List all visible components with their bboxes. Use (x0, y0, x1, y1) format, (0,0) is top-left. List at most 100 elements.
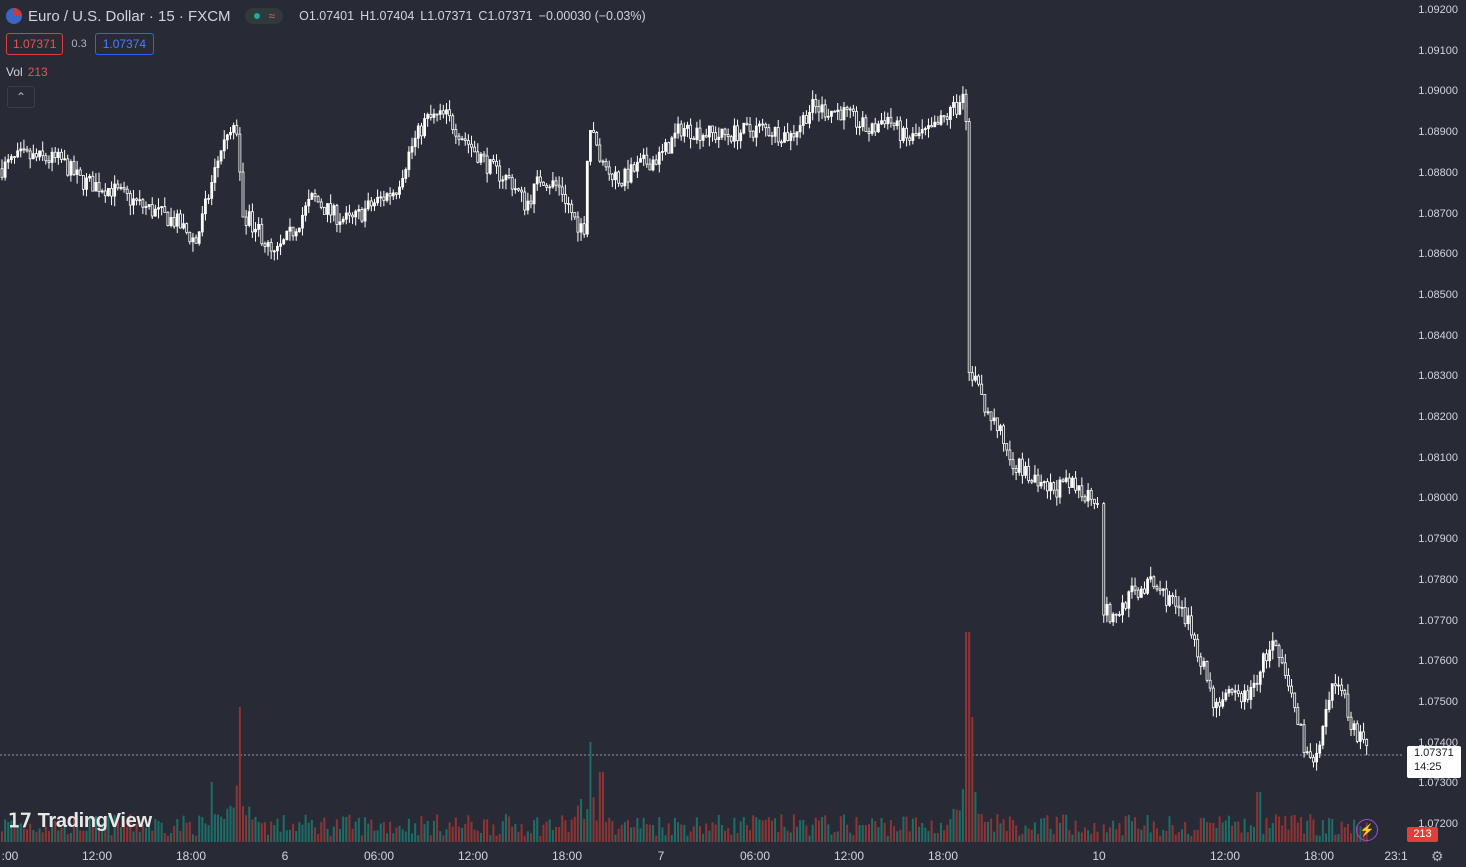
candle-body (726, 134, 730, 138)
volume-bar (1149, 832, 1152, 842)
logo-text: TradingView (37, 810, 152, 832)
candle-body (50, 151, 54, 163)
volume-bar (1174, 834, 1177, 842)
candle-body (695, 127, 699, 141)
candle-body (789, 133, 793, 141)
candle-body (1318, 744, 1322, 754)
lightning-icon[interactable]: ⚡ (1356, 819, 1378, 841)
volume-bar (179, 830, 182, 842)
ohlc-close: C1.07371 (478, 9, 533, 23)
buy-price-button[interactable]: 1.07374 (94, 33, 155, 55)
volume-bar (1018, 835, 1021, 842)
candle-body (576, 216, 580, 233)
volume-bar (871, 818, 874, 842)
gear-icon[interactable]: ⚙ (1431, 848, 1444, 864)
volume-bar (529, 833, 532, 842)
volume-bar (129, 814, 132, 842)
candle-body (269, 242, 273, 252)
volume-bar (589, 742, 592, 842)
candle-body (1315, 752, 1318, 763)
volume-bar (805, 825, 808, 842)
symbol-title[interactable]: Euro / U.S. Dollar · 15 · FXCM (28, 7, 231, 25)
candle-body (1080, 485, 1084, 498)
volume-bar (486, 819, 489, 842)
volume-bar (1068, 830, 1071, 842)
volume-bar (414, 823, 417, 842)
candle-body (1199, 656, 1203, 667)
volume-bar (1168, 816, 1171, 842)
candle-body (1130, 585, 1134, 593)
candle-body (770, 135, 774, 137)
volume-bar (545, 821, 548, 842)
volume-bar (423, 824, 426, 842)
volume-bar (764, 819, 767, 842)
volume-bar (345, 816, 348, 842)
candle-body (748, 124, 752, 132)
volume-bar (786, 830, 789, 842)
candle-body (604, 161, 608, 168)
market-status-pill[interactable]: ≈ (244, 8, 284, 24)
collapse-legend-button[interactable]: ⌃ (7, 86, 35, 108)
volume-bar (927, 831, 930, 842)
volume-bar (580, 798, 583, 842)
candle-body (707, 125, 711, 138)
volume-bar (1181, 829, 1184, 842)
volume-bar (1287, 829, 1290, 842)
volume-bar (91, 815, 94, 842)
price-axis-label: 1.07700 (1418, 614, 1458, 627)
candle-body (416, 125, 420, 139)
volume-bar (605, 821, 608, 842)
candle-body (567, 203, 570, 205)
candle-body (720, 128, 724, 138)
candle-body (63, 158, 66, 161)
candle-body (779, 141, 783, 144)
volume-bar (401, 829, 404, 842)
candle-body (75, 169, 79, 175)
candle-body (1268, 649, 1272, 662)
candle-body (1246, 690, 1250, 700)
volume-bar (508, 816, 511, 842)
candle-body (1155, 586, 1159, 590)
candle-body (1283, 662, 1287, 676)
candle-body (920, 128, 924, 134)
volume-bar (598, 772, 601, 842)
volume-bar (489, 835, 492, 842)
candle-body (560, 186, 564, 195)
volume-bar (1102, 824, 1105, 842)
candle-body (698, 127, 702, 141)
price-axis-label: 1.07500 (1418, 695, 1458, 708)
volume-bar (151, 830, 154, 842)
volume-legend[interactable]: Vol 213 (6, 65, 48, 79)
candle-body (823, 104, 827, 118)
candle-body (244, 216, 248, 226)
volume-bar (811, 824, 814, 842)
candle-body (739, 132, 743, 142)
volume-bar (833, 831, 836, 842)
volume-bar (1321, 820, 1324, 842)
volume-bar (157, 821, 160, 842)
candle-body (254, 228, 257, 233)
volume-bar (263, 822, 266, 842)
volume-bar (636, 818, 639, 842)
sell-price-button[interactable]: 1.07371 (6, 33, 64, 55)
volume-bar (1162, 829, 1165, 842)
candle-body (1008, 449, 1012, 461)
candle-body (629, 164, 633, 183)
candle-body (795, 131, 799, 138)
volume-bar (195, 835, 198, 842)
candle-body (291, 226, 295, 237)
volume-bar (539, 835, 542, 842)
candle-body (833, 110, 836, 113)
tradingview-logo[interactable]: 𝟣𝟩 TradingView (8, 810, 152, 833)
volume-bar (1324, 833, 1327, 842)
volume-bar (548, 819, 551, 842)
candle-body (851, 108, 855, 112)
candle-body (135, 198, 138, 201)
volume-bar (1118, 823, 1121, 842)
volume-bar (1121, 835, 1124, 842)
volume-bar (1184, 821, 1187, 842)
volume-bar (1256, 792, 1259, 842)
candle-body (285, 230, 289, 241)
volume-bar (223, 818, 226, 842)
